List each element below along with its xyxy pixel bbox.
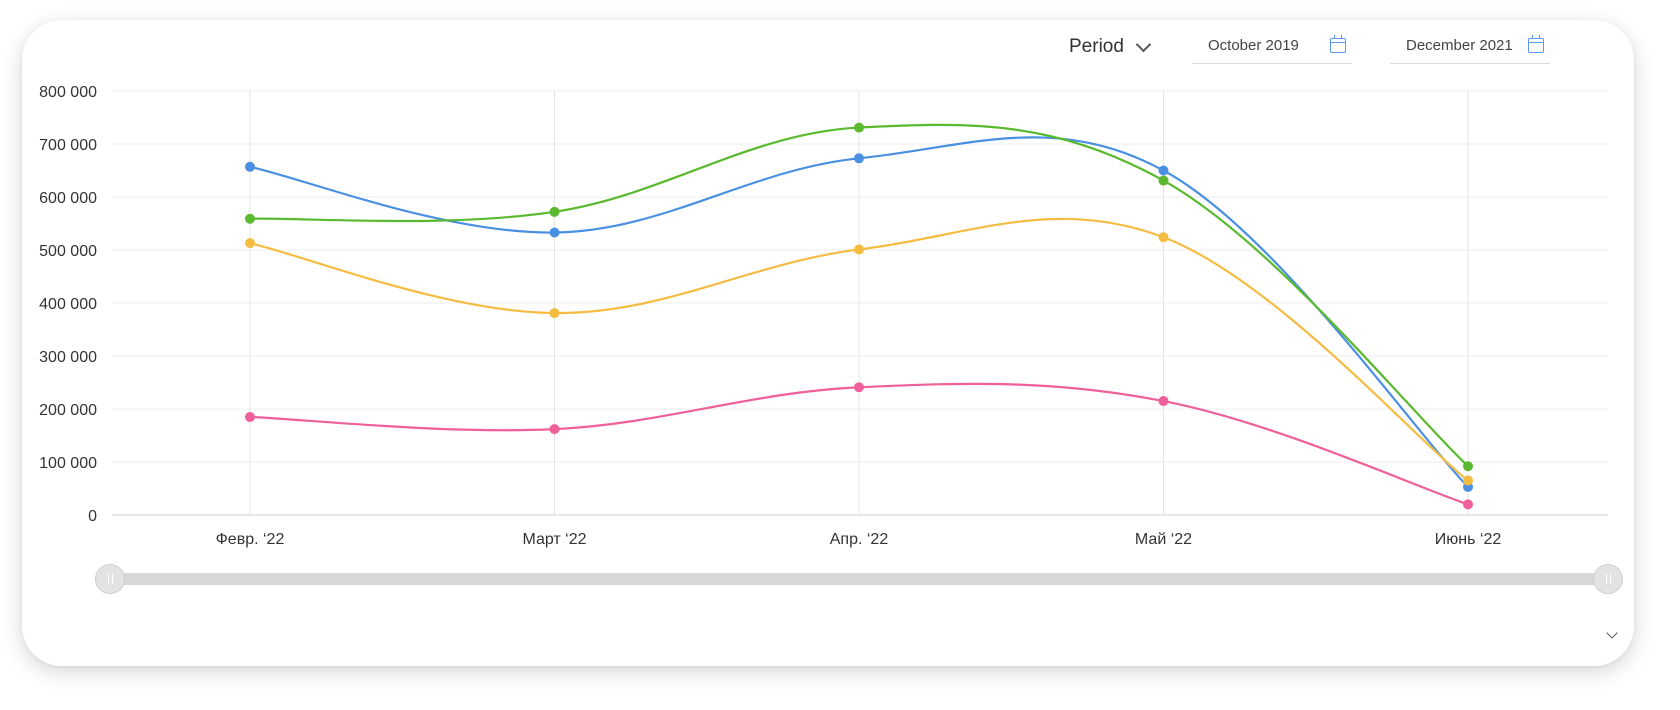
data-point <box>245 411 255 422</box>
calendar-icon[interactable] <box>1330 35 1346 53</box>
date-to-value: December 2021 <box>1406 37 1513 54</box>
range-slider-track[interactable] <box>108 573 1610 585</box>
y-tick-label: 0 <box>88 508 97 525</box>
calendar-icon[interactable] <box>1528 35 1544 53</box>
grip-icon <box>1605 574 1611 584</box>
x-tick-label: Июнь ‘22 <box>1435 531 1502 548</box>
period-label: Period <box>1069 36 1124 57</box>
data-point <box>549 227 560 238</box>
chart-card <box>22 20 1634 666</box>
data-point <box>854 244 864 255</box>
data-point <box>854 382 864 393</box>
x-tick-label: Май ‘22 <box>1135 531 1192 548</box>
data-point <box>1158 165 1169 176</box>
data-point <box>1158 175 1169 186</box>
y-tick-label: 800 000 <box>39 84 97 101</box>
x-tick-label: Февр. ‘22 <box>216 531 285 548</box>
date-to-field[interactable]: December 2021 <box>1390 28 1550 64</box>
data-point <box>854 153 864 164</box>
y-tick-label: 300 000 <box>39 349 97 366</box>
data-point <box>1158 232 1169 243</box>
expand-button[interactable] <box>1605 626 1619 642</box>
period-dropdown[interactable]: Period <box>1069 36 1152 58</box>
y-tick-label: 400 000 <box>39 296 97 313</box>
line-chart: 0 100 000 200 000 300 000 400 000 500 000 600 … <box>39 84 1608 548</box>
data-point <box>549 424 560 435</box>
x-tick-label: Апр. ‘22 <box>830 531 889 548</box>
range-slider-start-handle[interactable] <box>95 564 125 594</box>
data-point <box>245 213 255 224</box>
data-point <box>245 161 255 172</box>
data-point <box>549 206 560 217</box>
data-point <box>1463 499 1473 510</box>
date-from-field[interactable]: October 2019 <box>1192 28 1352 64</box>
range-slider-end-handle[interactable] <box>1593 564 1623 594</box>
y-tick-label: 200 000 <box>39 402 97 419</box>
date-from-value: October 2019 <box>1208 37 1299 54</box>
data-point <box>245 238 255 249</box>
y-tick-label: 700 000 <box>39 137 97 154</box>
y-tick-label: 100 000 <box>39 455 97 472</box>
data-point <box>1463 461 1473 472</box>
series-line <box>249 136 1469 488</box>
data-point <box>549 308 560 319</box>
data-point <box>854 122 864 133</box>
x-tick-label: Март ‘22 <box>522 531 586 548</box>
y-tick-label: 500 000 <box>39 243 97 260</box>
grip-icon <box>107 574 113 584</box>
y-tick-label: 600 000 <box>39 190 97 207</box>
data-point <box>1463 475 1473 486</box>
chevron-down-icon <box>1606 626 1618 639</box>
data-point <box>1158 396 1169 407</box>
